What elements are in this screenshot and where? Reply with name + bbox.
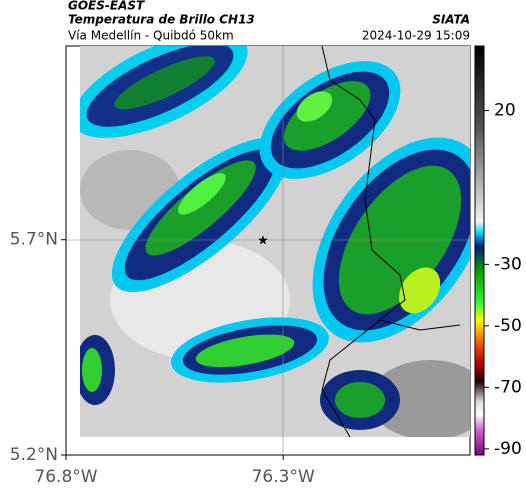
title: GOES-EAST (68, 0, 145, 13)
colorbar (474, 45, 485, 456)
x-tick-label: 76.3°W (252, 467, 315, 487)
imagery (80, 46, 470, 437)
source: SIATA (432, 13, 470, 27)
datetime: 2024-10-29 15:09 (362, 29, 470, 43)
ticks: 76.8°W 76.3°W 5.2°N 5.7°N 20 -30 -50 -70 -90 (10, 101, 522, 487)
colorbar-tick-label: -50 (494, 316, 522, 336)
city-marker: ★ (257, 234, 269, 249)
x-tick-label: 76.8°W (34, 467, 97, 487)
region: Vía Medellín - Quibdó 50km (68, 29, 234, 43)
y-tick-label: 5.7°N (10, 230, 58, 250)
subtitle: Temperatura de Brillo CH13 (68, 13, 255, 27)
colorbar-tick-label: -30 (494, 254, 522, 274)
colorbar-tick-label: -70 (494, 377, 522, 397)
colorbar-tick-label: 20 (494, 101, 516, 121)
y-tick-label: 5.2°N (10, 445, 58, 465)
colorbar-tick-label: -90 (494, 439, 522, 459)
